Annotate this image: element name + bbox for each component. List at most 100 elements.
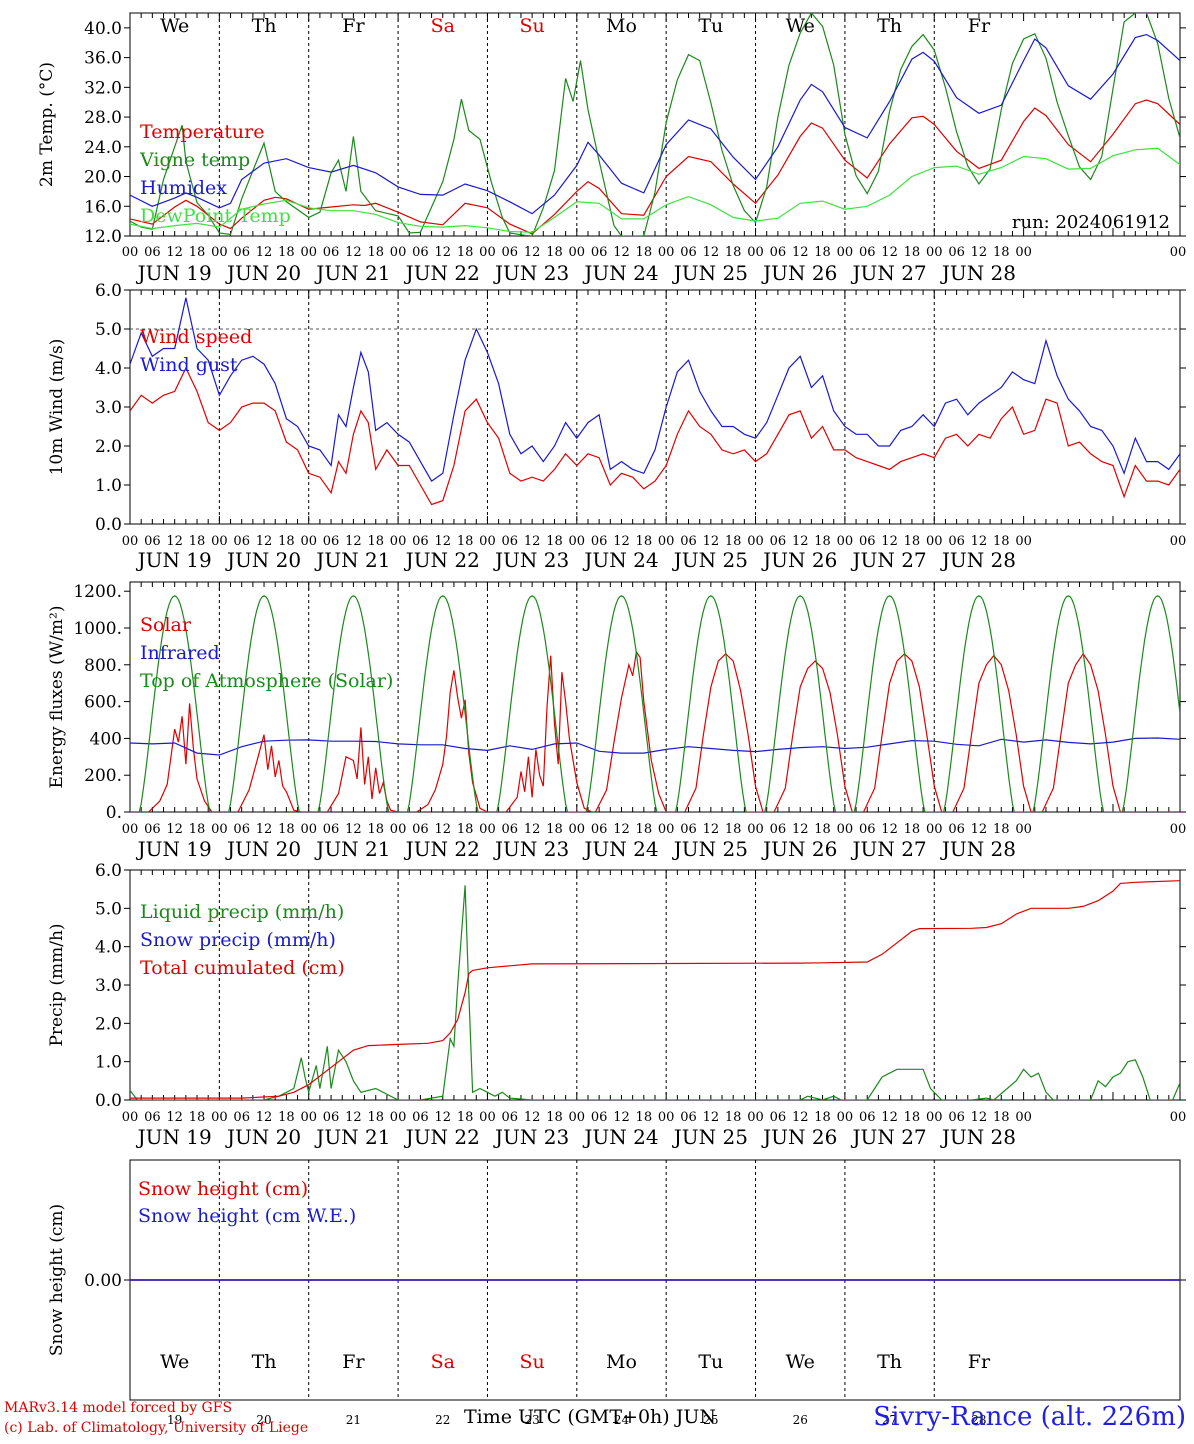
date-label: JUN 23 <box>493 837 569 861</box>
legend-snow-height-cm-: Snow height (cm) <box>138 1178 308 1200</box>
date-label: JUN 25 <box>672 261 748 285</box>
date-label: JUN 25 <box>672 837 748 861</box>
hour-label: 06 <box>859 534 876 549</box>
station-name: Sivry-Rance (alt. 226m) <box>873 1402 1186 1432</box>
hour-label: 00 <box>479 822 496 837</box>
hour-label: 00 <box>300 245 317 260</box>
day-of-week-label: Mo <box>606 15 637 37</box>
hour-label: 00 <box>747 534 764 549</box>
hour-label: 12 <box>256 245 273 260</box>
day-of-week-label: We <box>160 1351 189 1373</box>
bottom-day-number: 27 <box>882 1413 897 1427</box>
day-of-week-label: Mo <box>606 1351 637 1373</box>
date-label: JUN 20 <box>225 548 301 572</box>
day-of-week-label: Sa <box>431 15 455 37</box>
hour-label: 18 <box>457 245 474 260</box>
model-credit: MARv3.14 model forced by GFS <box>4 1400 233 1416</box>
series-line-vigne-temp <box>130 13 1180 236</box>
hour-label: 18 <box>546 1110 563 1125</box>
legend-wind-speed: Wind speed <box>140 326 252 348</box>
hour-label: 00 <box>122 534 139 549</box>
y-tick-label: 20.0 <box>84 168 122 188</box>
hour-label: 00 <box>479 534 496 549</box>
hour-label: 06 <box>233 245 250 260</box>
hour-label: 18 <box>904 1110 921 1125</box>
y-tick-label: 1.0 <box>95 476 122 496</box>
date-label: JUN 25 <box>672 548 748 572</box>
hour-label: 18 <box>725 822 742 837</box>
bottom-day-number: 19 <box>167 1413 182 1427</box>
series-line-humidex <box>130 33 1180 215</box>
y-tick-label: 800. <box>84 656 122 676</box>
bottom-day-number: 22 <box>435 1413 450 1427</box>
hour-label: 06 <box>859 1110 876 1125</box>
series-line-wind-gust <box>130 297 1180 482</box>
date-label: JUN 23 <box>493 1125 569 1149</box>
hour-label: 18 <box>189 534 206 549</box>
hour-label: 12 <box>881 1110 898 1125</box>
legend-temperature: Temperature <box>140 121 264 143</box>
hour-label: 00 <box>122 822 139 837</box>
hour-label: 06 <box>412 1110 429 1125</box>
day-of-week-label: Su <box>519 1351 544 1373</box>
hour-label: 06 <box>770 245 787 260</box>
hour-label: 18 <box>993 534 1010 549</box>
hour-label: 00 <box>1015 534 1032 549</box>
hour-label: 00 <box>747 1110 764 1125</box>
hour-label: 12 <box>792 534 809 549</box>
hour-label: 06 <box>680 822 697 837</box>
hour-label: 06 <box>144 1110 161 1125</box>
series-line-top-of-atmosphere-solar- <box>130 595 1180 812</box>
hour-label: 12 <box>524 822 541 837</box>
hour-label: 12 <box>971 534 988 549</box>
series-line-liquid-precip-mm-h- <box>130 885 1180 1100</box>
day-of-week-label: Fr <box>968 1351 991 1373</box>
hour-ticks <box>129 290 1181 524</box>
hour-label: 12 <box>524 1110 541 1125</box>
hour-label: 18 <box>993 822 1010 837</box>
day-of-week-label: We <box>160 15 189 37</box>
hour-label: 00 <box>300 1110 317 1125</box>
legend-wind-gust: Wind gust <box>140 354 238 376</box>
legend-snow-height-cm-w-e-: Snow height (cm W.E.) <box>138 1205 356 1227</box>
hour-label: 12 <box>881 534 898 549</box>
hour-label: 06 <box>859 245 876 260</box>
series-line-dewpoint-temp <box>130 147 1180 233</box>
y-tick-label: 3.0 <box>95 976 122 996</box>
bottom-day-number: 20 <box>256 1413 271 1427</box>
y-tick-label: 24.0 <box>84 138 122 158</box>
day-of-week-label: We <box>786 1351 815 1373</box>
hour-label: 12 <box>703 1110 720 1125</box>
hour-label: 12 <box>166 245 183 260</box>
date-label: JUN 22 <box>404 1125 480 1149</box>
day-of-week-label: Su <box>519 15 544 37</box>
bottom-day-number: 23 <box>524 1413 539 1427</box>
bottom-day-number: 26 <box>793 1413 808 1427</box>
hour-label: 06 <box>770 822 787 837</box>
day-of-week-label: Tu <box>698 15 723 37</box>
hour-label: 00 <box>658 1110 675 1125</box>
y-tick-label: 1200. <box>73 582 122 602</box>
hour-label: 06 <box>323 245 340 260</box>
hour-label: 12 <box>971 245 988 260</box>
hour-label: 06 <box>502 822 519 837</box>
hour-label: 00 <box>926 534 943 549</box>
hour-label: 18 <box>725 1110 742 1125</box>
y-tick-label: 1.0 <box>95 1053 122 1073</box>
date-label: JUN 24 <box>582 1125 658 1149</box>
hour-label: 06 <box>144 245 161 260</box>
hour-label: 00 <box>747 822 764 837</box>
y-tick-label: 5.0 <box>95 320 122 340</box>
y-tick-label: 3.0 <box>95 398 122 418</box>
day-of-week-label: Sa <box>431 1351 455 1373</box>
hour-label: 00 <box>926 822 943 837</box>
y-tick-label: 1000. <box>73 619 122 639</box>
y-tick-label: 6.0 <box>95 861 122 881</box>
hour-label: 12 <box>256 822 273 837</box>
hour-label: 00 <box>122 1110 139 1125</box>
hour-label: 06 <box>502 534 519 549</box>
day-of-week-label: Th <box>877 1351 902 1373</box>
hour-label: 00 <box>390 245 407 260</box>
date-label: JUN 27 <box>850 1125 926 1149</box>
date-label: JUN 21 <box>314 261 390 285</box>
